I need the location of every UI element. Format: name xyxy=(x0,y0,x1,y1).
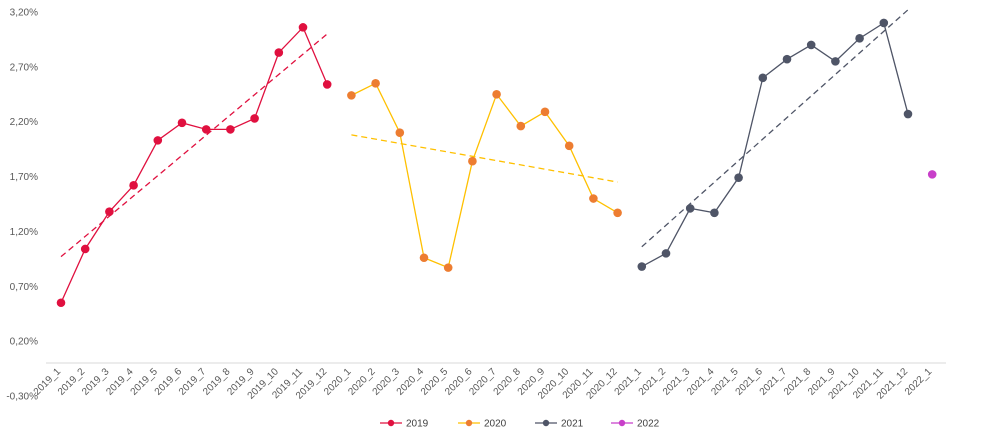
data-point-2019 xyxy=(322,80,332,89)
data-point-2020 xyxy=(492,89,501,99)
x-tick-label: 2022_1 xyxy=(903,366,935,398)
data-point-2020 xyxy=(516,121,526,131)
data-point-2020 xyxy=(419,253,429,263)
data-point-2021 xyxy=(661,249,671,258)
data-point-2022 xyxy=(927,170,937,179)
legend-marker-2019 xyxy=(387,419,395,427)
legend-label-2021: 2021 xyxy=(561,419,584,430)
data-point-2020 xyxy=(468,156,477,166)
data-point-2019 xyxy=(177,118,187,128)
y-tick-label: 3,20% xyxy=(10,8,38,19)
series-lines xyxy=(60,21,909,304)
data-point-2019 xyxy=(250,114,259,123)
data-point-2019 xyxy=(129,181,138,190)
series-line-2020 xyxy=(351,82,618,269)
data-point-2019 xyxy=(274,48,284,57)
data-point-2019 xyxy=(226,125,235,134)
data-point-2021 xyxy=(855,34,864,43)
y-tick-label: 0,20% xyxy=(10,337,38,348)
legend-label-2022: 2022 xyxy=(637,419,660,430)
data-point-2020 xyxy=(347,91,356,100)
data-point-2019 xyxy=(298,23,308,32)
data-point-2021 xyxy=(782,54,792,64)
data-point-2019 xyxy=(105,207,114,216)
data-point-2021 xyxy=(806,40,816,50)
y-tick-label: 2,20% xyxy=(10,117,38,128)
legend-marker-2021 xyxy=(542,419,550,427)
trendline-2021 xyxy=(641,9,909,248)
data-point-2021 xyxy=(734,173,743,182)
series-points xyxy=(56,18,937,308)
data-point-2019 xyxy=(153,136,163,145)
data-point-2020 xyxy=(371,79,380,88)
data-point-2019 xyxy=(80,244,90,254)
data-point-2021 xyxy=(903,109,913,119)
y-tick-label: 1,20% xyxy=(10,227,38,238)
data-point-2021 xyxy=(831,57,840,66)
data-point-2019 xyxy=(56,298,66,308)
legend-label-2019: 2019 xyxy=(406,419,429,430)
data-point-2021 xyxy=(758,73,768,83)
y-axis: 3,20% 2,70% 2,20% 1,70% 1,20% 0,70% 0,20% -0,30… xyxy=(6,8,38,403)
y-tick-label: 2,70% xyxy=(10,62,38,73)
y-tick-label: 0,70% xyxy=(10,282,38,293)
data-point-2021 xyxy=(685,204,695,213)
data-point-2021 xyxy=(710,208,719,218)
legend: 2019 2020 2021 2022 xyxy=(380,419,660,430)
trendline-2020 xyxy=(351,134,618,183)
data-point-2020 xyxy=(540,107,550,117)
data-point-2020 xyxy=(564,141,574,151)
legend-marker-2022 xyxy=(618,419,626,427)
series-line-2021 xyxy=(641,21,909,268)
data-point-2020 xyxy=(613,208,622,218)
trendlines xyxy=(60,9,909,258)
data-point-2020 xyxy=(589,194,598,203)
trendline-2019 xyxy=(60,33,328,258)
data-point-2021 xyxy=(637,262,647,271)
legend-marker-2020 xyxy=(465,419,473,427)
y-tick-label: 1,70% xyxy=(10,172,38,183)
series-line-2019 xyxy=(60,26,328,304)
data-point-2019 xyxy=(201,125,211,134)
data-point-2021 xyxy=(879,18,889,28)
data-point-2020 xyxy=(395,128,405,137)
y-tick-label: -0,30% xyxy=(6,392,38,403)
legend-label-2020: 2020 xyxy=(484,419,507,430)
x-axis: 2019_12019_22019_32019_42019_52019_62019… xyxy=(32,362,946,402)
data-point-2020 xyxy=(443,263,453,272)
